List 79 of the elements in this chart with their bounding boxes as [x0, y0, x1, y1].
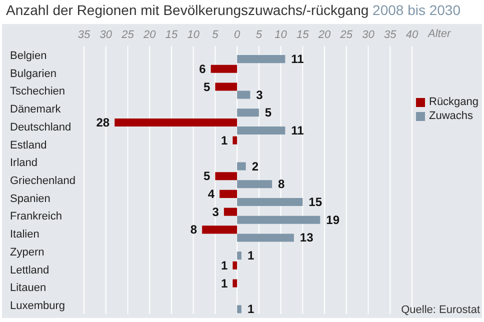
data-label: 5: [204, 169, 211, 184]
data-label: 1: [247, 248, 254, 263]
bar: [114, 118, 238, 127]
legend-label: Zuwachs: [428, 110, 474, 122]
data-label: 11: [291, 124, 304, 138]
y-tick-label: Dänemark: [10, 104, 62, 116]
bar: [237, 55, 286, 64]
x-tick-label: 10: [187, 29, 200, 41]
data-label: 3: [256, 88, 264, 102]
bar: [237, 180, 272, 188]
y-tick-label: Litauen: [10, 282, 46, 294]
data-label: 2: [252, 159, 259, 174]
bar: [237, 305, 242, 314]
bar: [215, 172, 238, 180]
y-tick-label: Griechenland: [10, 175, 76, 187]
bar: [237, 234, 294, 242]
data-label: 1: [247, 302, 254, 316]
data-label: 11: [291, 52, 304, 66]
chart-title: Anzahl der Regionen mit Bevölkerungszuwachs/-rückgang: [6, 2, 369, 18]
x-tick-label: 30: [362, 29, 376, 41]
data-label: 8: [190, 222, 198, 237]
annotation: Quelle: Eurostat: [401, 304, 480, 316]
data-label: 8: [278, 177, 286, 192]
data-label: 6: [199, 62, 206, 76]
y-tick-label: Luxemburg: [10, 300, 66, 312]
data-label: 19: [326, 212, 340, 227]
bar: [237, 162, 246, 170]
x-tick-label: 5: [212, 29, 220, 41]
bar: [232, 136, 238, 144]
x-tick-label: 25: [120, 29, 135, 41]
x-tick-label: 20: [317, 29, 332, 41]
y-tick-label: Lettland: [10, 264, 50, 276]
x-tick-label: 35: [384, 29, 398, 41]
data-label: 13: [300, 230, 314, 245]
data-label: 5: [264, 106, 272, 120]
y-tick-label: Belgien: [10, 50, 47, 62]
bar: [224, 208, 238, 216]
x-tick-label: 10: [274, 29, 288, 41]
bar: [237, 216, 320, 224]
x-tick-label: 20: [142, 29, 157, 41]
chart-subtitle: 2008 bis 2030: [372, 2, 460, 18]
bar: [237, 108, 259, 117]
data-label: 28: [96, 115, 110, 130]
data-label: 3: [212, 204, 220, 219]
x-tick-label: 30: [100, 29, 113, 41]
bar: [237, 126, 286, 135]
y-tick-label: Spanien: [10, 192, 50, 205]
bar: [202, 226, 238, 234]
data-label: 1: [221, 133, 228, 148]
x-tick-label: 40: [406, 29, 419, 41]
y-tick-label: Tschechien: [10, 86, 66, 98]
data-label: 15: [308, 194, 322, 209]
y-tick-label: Zypern: [10, 246, 44, 258]
legend-label: Rückgang: [428, 96, 479, 108]
y-tick-label: Frankreich: [10, 210, 62, 223]
x-tick-label: 0: [234, 29, 242, 41]
bar: [215, 82, 238, 91]
x-tick-label: 25: [339, 29, 354, 41]
bar: [237, 198, 303, 206]
x-axis-title: Alter: [428, 28, 451, 40]
bar: [210, 64, 238, 73]
x-tick-label: 5: [256, 29, 263, 41]
data-label: 1: [221, 276, 228, 290]
x-tick-label: 15: [165, 29, 178, 41]
y-tick-label: Italien: [10, 228, 40, 241]
data-label: 4: [208, 186, 215, 201]
data-label: 1: [221, 258, 228, 272]
y-tick-label: Deutschland: [10, 121, 72, 134]
x-tick-label: 35: [78, 29, 91, 41]
bar: [232, 279, 238, 288]
bar: [237, 252, 242, 260]
bar: [237, 90, 250, 99]
y-tick-label: Bulgarien: [10, 68, 56, 80]
y-tick-label: Estland: [10, 139, 47, 152]
y-tick-label: Irland: [10, 157, 38, 170]
bar: [220, 190, 238, 198]
bar: [232, 261, 238, 270]
data-label: 5: [204, 80, 211, 94]
x-tick-label: 15: [296, 29, 310, 41]
